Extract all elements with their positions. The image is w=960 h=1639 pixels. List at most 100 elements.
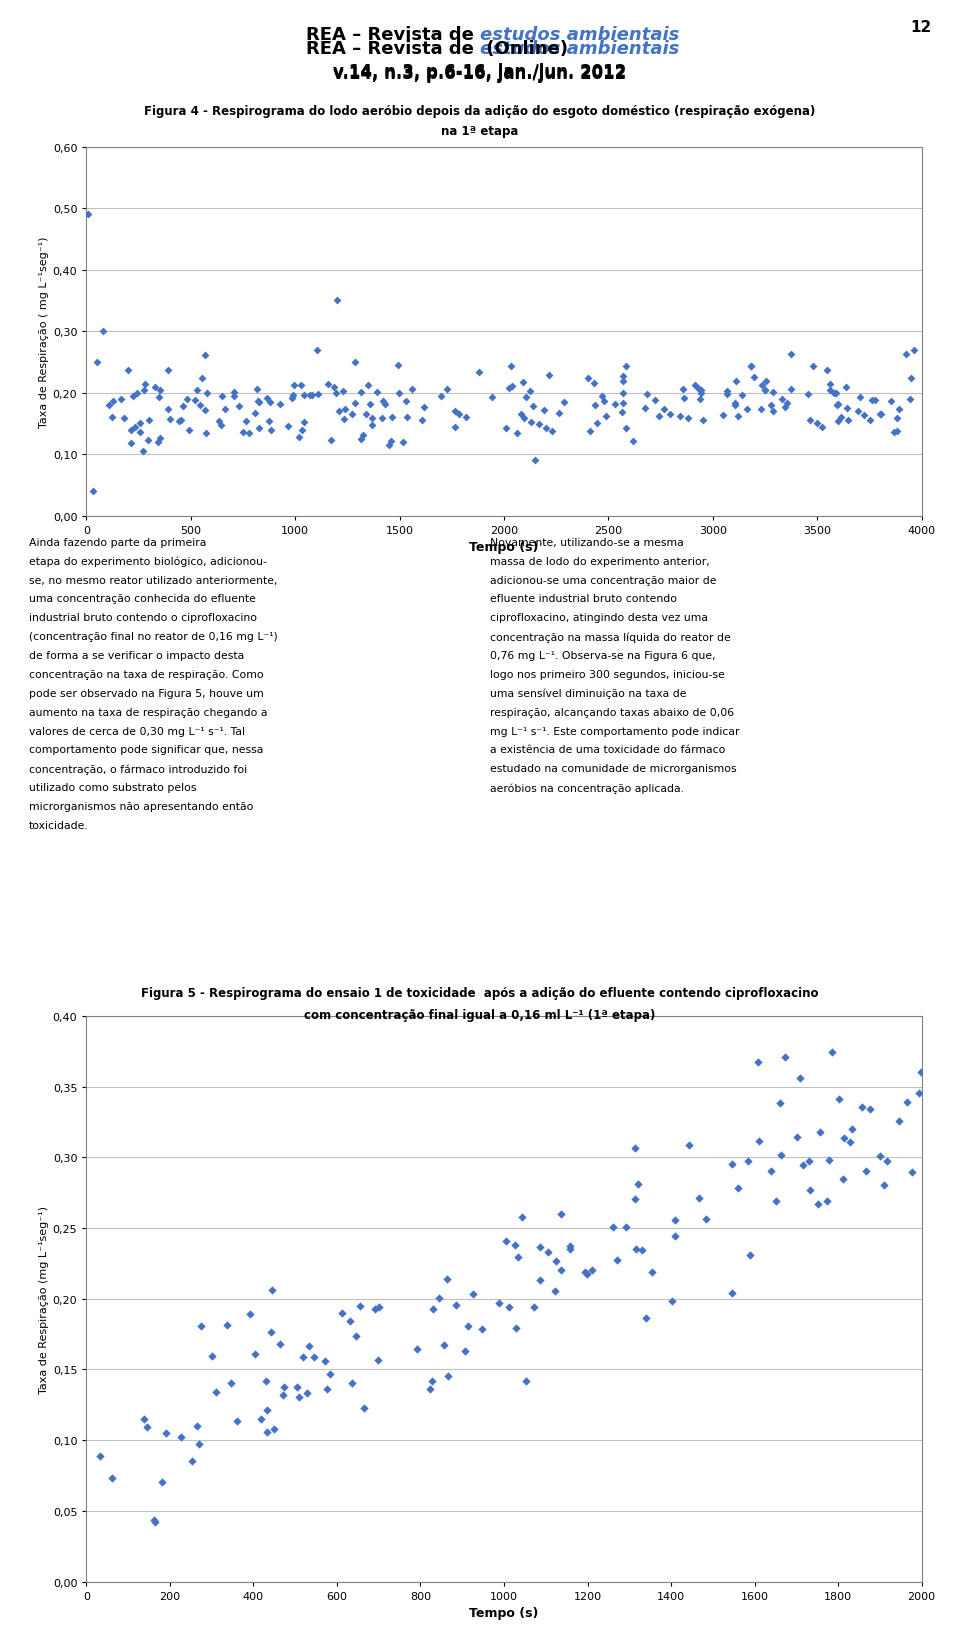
Point [337,406,352,433]
Point [783,377,799,403]
Point [831,1087,847,1113]
Point [323,1360,338,1387]
Point [136,379,152,405]
Point [151,429,166,456]
Point [323,428,338,454]
Point [384,429,399,456]
Point [766,398,781,425]
Point [243,1301,258,1328]
Point [625,428,640,454]
Point [147,1506,162,1532]
Point [162,406,178,433]
Point [505,374,520,400]
Point [125,384,140,410]
Point [484,385,499,411]
Point [902,387,918,413]
Point [345,1370,360,1396]
Point [618,1214,634,1241]
Text: Novamente, utilizando-se a mesma: Novamente, utilizando-se a mesma [490,538,684,547]
Point [754,372,769,398]
Point [113,387,129,413]
Point [197,343,212,369]
Point [804,354,820,380]
Point [193,1313,208,1339]
Point [139,1414,155,1441]
Point [911,1080,926,1106]
Y-axis label: Taxa de Respiração ( mg L⁻¹seg⁻¹): Taxa de Respiração ( mg L⁻¹seg⁻¹) [38,236,49,428]
Point [563,1236,578,1262]
Point [105,1465,120,1491]
Point [775,387,790,413]
Point [851,398,866,425]
Point [334,1300,349,1326]
Point [740,1149,756,1175]
Point [814,415,829,441]
Point [265,1277,280,1303]
Point [783,341,799,367]
Point [374,406,390,433]
Point [297,384,312,410]
Point [424,1367,440,1393]
Text: de forma a se verificar o impacto desta: de forma a se verificar o impacto desta [29,651,244,661]
Point [307,1344,323,1370]
Point [544,420,560,446]
Point [827,380,842,406]
Point [392,380,407,406]
Point [238,408,253,434]
Text: aumento na taxa de respiração chegando a: aumento na taxa de respiração chegando a [29,708,267,718]
Point [382,433,397,459]
Point [285,382,300,408]
Point [502,375,517,402]
Point [218,397,233,423]
Point [675,377,690,403]
Text: a existência de uma toxicidade do fármaco: a existência de uma toxicidade do fármac… [490,744,725,756]
Text: valores de cerca de 0,30 mg L⁻¹ s⁻¹. Tal: valores de cerca de 0,30 mg L⁻¹ s⁻¹. Tal [29,726,245,736]
Point [208,1380,224,1406]
Point [95,318,110,344]
Point [276,1373,292,1400]
Point [310,382,325,408]
Point [553,1201,568,1228]
Point [184,1449,200,1475]
Text: industrial bruto contendo o ciprofloxacino: industrial bruto contendo o ciprofloxaci… [29,613,257,623]
Point [694,380,709,406]
Point [267,1416,282,1442]
Point [757,377,773,403]
Point [609,1247,624,1274]
Point [829,393,845,420]
Point [580,1262,595,1288]
Point [516,405,532,431]
Text: concentração na massa líquida do reator de: concentração na massa líquida do reator … [490,631,731,642]
Point [667,1208,683,1234]
Point [647,387,662,413]
Point [189,377,204,403]
Point [763,1157,779,1183]
Point [720,382,735,408]
Point [614,400,630,426]
Point [289,1373,304,1400]
Text: utilizado como substrato pelos: utilizado como substrato pelos [29,782,196,793]
Point [615,369,631,395]
Point [492,1290,507,1316]
Point [299,1380,314,1406]
Point [296,1344,311,1370]
Point [348,349,363,375]
Point [204,1342,220,1369]
Point [498,1228,514,1254]
Point [672,403,687,429]
Point [219,1313,234,1339]
Point [331,398,347,425]
Point [836,1124,852,1151]
Point [213,413,228,439]
Point [415,406,430,433]
Point [637,395,653,421]
Point [618,415,634,441]
Point [509,421,524,447]
Point [259,1418,275,1444]
Point [693,377,708,403]
Point [353,428,369,454]
Point [124,418,139,444]
Text: com concentração final igual a 0,16 ml L⁻¹ (1ª etapa): com concentração final igual a 0,16 ml L… [304,1008,656,1021]
Point [192,392,207,418]
Point [371,1347,386,1373]
